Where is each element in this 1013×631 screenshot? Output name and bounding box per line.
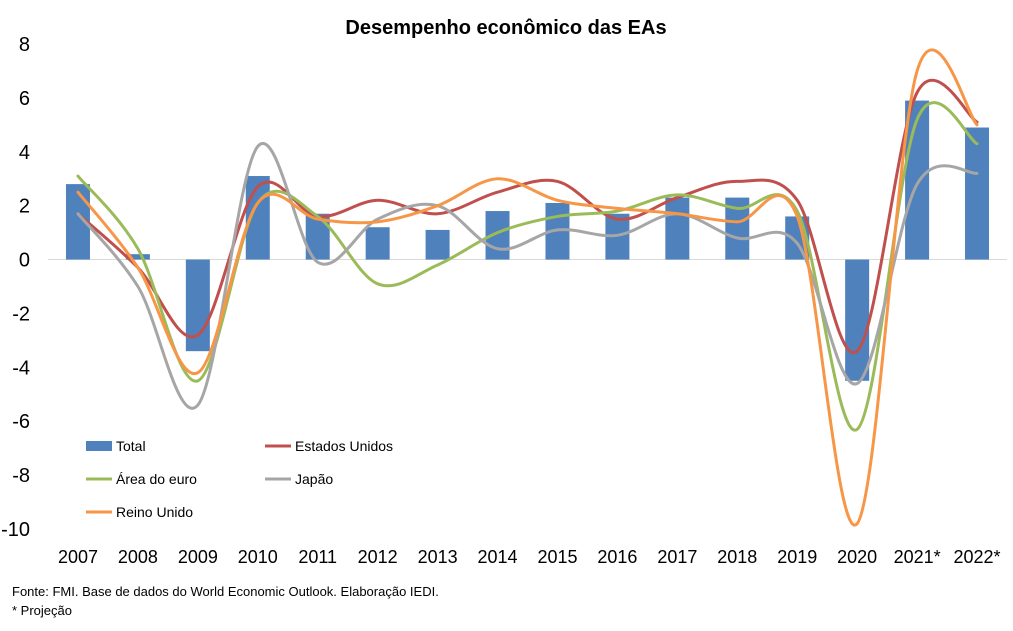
y-tick-label: -4	[12, 357, 30, 379]
line-estados-unidos	[76, 78, 979, 355]
line-reino-unido	[76, 48, 979, 527]
legend-item: Estados Unidos	[265, 438, 393, 454]
chart: Desempenho econômico das EAs 8 6 4 2 0 -2 -4 -6…	[1, 17, 1007, 567]
bar-total	[365, 227, 390, 260]
x-tick-label: 2013	[418, 547, 458, 567]
x-tick-label: 2012	[358, 547, 398, 567]
legend: Total Estados Unidos Área do euro Japão Rein…	[86, 438, 393, 520]
y-tick-label: 2	[19, 196, 30, 218]
bar-total	[845, 259, 870, 381]
y-tick-label: -2	[12, 303, 30, 325]
legend-label: Total	[116, 438, 146, 454]
x-tick-label: 2022*	[954, 547, 1001, 567]
x-tick-label: 2008	[118, 547, 158, 567]
y-axis: 8 6 4 2 0 -2 -4 -6 -8 -10	[1, 34, 30, 541]
x-tick-label: 2017	[657, 547, 697, 567]
y-tick-label: 6	[19, 88, 30, 110]
y-tick-label: -6	[12, 411, 30, 433]
legend-label: Estados Unidos	[295, 438, 393, 454]
bar-total	[125, 254, 150, 260]
line-japao	[76, 142, 979, 410]
source-note: Fonte: FMI. Base de dados do World Econo…	[12, 584, 439, 599]
legend-item: Total	[86, 438, 146, 454]
legend-swatch	[86, 441, 112, 451]
legend-item: Japão	[265, 471, 333, 487]
bar-total	[905, 100, 930, 260]
line-series	[76, 48, 979, 527]
legend-label: Área do euro	[116, 471, 197, 487]
legend-item: Área do euro	[86, 471, 197, 487]
y-tick-label: -8	[12, 465, 30, 487]
x-tick-label: 2021*	[894, 547, 941, 567]
x-tick-label: 2019	[777, 547, 817, 567]
bar-total	[425, 229, 450, 260]
x-tick-label: 2009	[178, 547, 218, 567]
y-tick-label: -10	[1, 519, 30, 541]
x-tick-label: 2015	[537, 547, 577, 567]
bar-total	[665, 197, 690, 260]
x-tick-label: 2010	[238, 547, 278, 567]
y-tick-label: 4	[19, 142, 30, 164]
line-area-do-euro	[76, 101, 979, 432]
x-tick-label: 2007	[58, 547, 98, 567]
x-tick-label: 2011	[298, 547, 337, 567]
x-tick-label: 2020	[837, 547, 877, 567]
projection-note: * Projeção	[12, 603, 72, 618]
chart-title: Desempenho econômico das EAs	[345, 17, 666, 39]
bar-total	[965, 127, 990, 260]
x-tick-label: 2016	[597, 547, 637, 567]
y-tick-label: 0	[19, 250, 30, 272]
legend-label: Japão	[295, 471, 333, 487]
x-tick-label: 2014	[478, 547, 518, 567]
legend-item: Reino Unido	[86, 504, 193, 520]
y-tick-label: 8	[19, 34, 30, 56]
x-tick-label: 2018	[717, 547, 757, 567]
x-axis: 2007 2008 2009 2010 2011 2012 2013 2014 2015 2016…	[58, 547, 1001, 567]
legend-label: Reino Unido	[116, 504, 193, 520]
